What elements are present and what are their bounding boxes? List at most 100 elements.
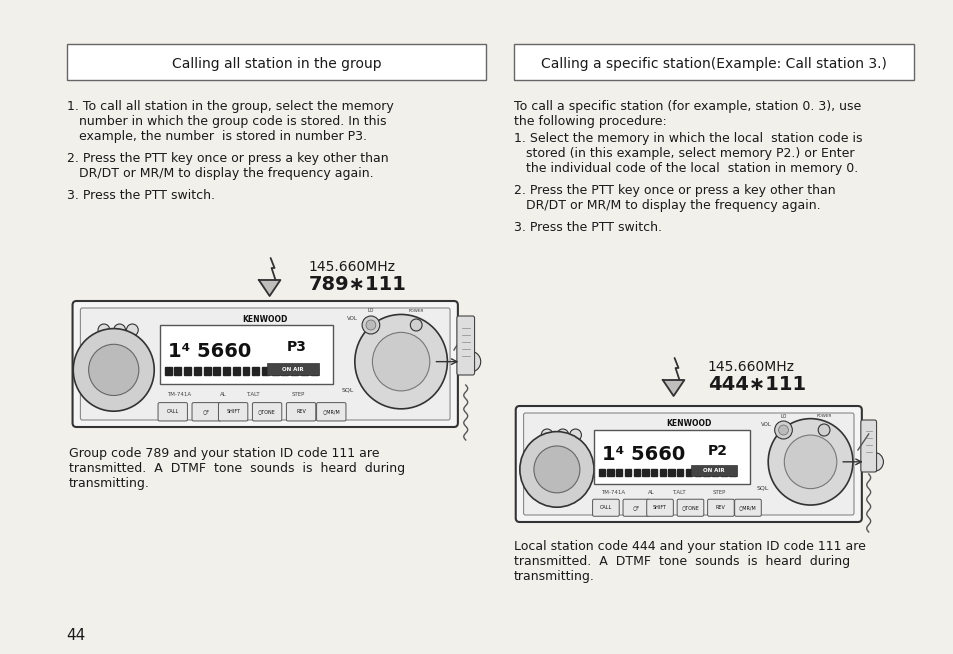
Text: 44: 44 [67,627,86,642]
Text: 3. Press the PTT switch.: 3. Press the PTT switch. [514,221,661,234]
Bar [514,44,913,80]
Text: Local station code 444 and your station ID code 111 are: Local station code 444 and your station … [514,540,864,553]
Text: 145.660MHz: 145.660MHz [707,360,794,374]
Text: 444∗111: 444∗111 [707,375,805,394]
Text: SQL: SQL [342,387,355,392]
Circle shape [557,429,568,441]
FancyBboxPatch shape [80,308,450,420]
Text: transmitting.: transmitting. [514,570,594,583]
Text: To call a specific station (for example, station 0. 3), use: To call a specific station (for example,… [514,100,861,113]
Polygon shape [272,368,278,375]
Text: LO: LO [367,309,374,313]
FancyBboxPatch shape [158,403,187,421]
Polygon shape [685,469,691,476]
FancyBboxPatch shape [192,403,221,421]
FancyBboxPatch shape [734,499,760,516]
FancyBboxPatch shape [592,499,618,516]
Text: VOL: VOL [760,421,771,426]
Text: P3: P3 [286,341,306,354]
Bar [159,325,333,384]
Text: Calling a specific station(Example: Call station 3.): Calling a specific station(Example: Call… [540,57,885,71]
Text: ○MR/M: ○MR/M [322,409,340,414]
FancyBboxPatch shape [646,499,673,516]
Bar [67,44,486,80]
FancyBboxPatch shape [72,301,457,427]
Text: transmitting.: transmitting. [69,477,150,490]
Text: ON AIR: ON AIR [702,468,724,473]
Text: REV: REV [716,506,725,510]
Text: DR/DT or MR/M to display the frequency again.: DR/DT or MR/M to display the frequency a… [67,167,373,180]
FancyBboxPatch shape [860,420,876,472]
Text: POWER: POWER [816,414,831,418]
Polygon shape [677,469,682,476]
Polygon shape [694,469,700,476]
Circle shape [127,324,138,336]
Polygon shape [650,469,657,476]
Text: T.ALT: T.ALT [671,490,685,494]
Text: SHIFT: SHIFT [226,409,240,414]
FancyBboxPatch shape [622,499,649,516]
FancyBboxPatch shape [286,403,315,421]
Polygon shape [702,469,709,476]
Polygon shape [300,368,308,375]
Circle shape [534,446,579,493]
Text: LO: LO [780,413,786,419]
Polygon shape [281,368,288,375]
Text: 1⁴ 5660: 1⁴ 5660 [601,445,684,464]
Text: AL: AL [220,392,227,397]
Polygon shape [598,469,604,476]
Text: T.ALT: T.ALT [246,392,260,397]
Polygon shape [213,368,220,375]
Polygon shape [223,368,230,375]
Polygon shape [641,469,648,476]
Text: ON AIR: ON AIR [282,367,304,371]
Text: TM-741A: TM-741A [600,490,624,494]
Text: 2. Press the PTT key once or press a key other than: 2. Press the PTT key once or press a key… [514,184,835,197]
FancyBboxPatch shape [707,499,734,516]
Polygon shape [242,368,249,375]
FancyBboxPatch shape [677,499,703,516]
Polygon shape [291,368,297,375]
Polygon shape [607,469,613,476]
Text: ○TONE: ○TONE [258,409,275,414]
FancyBboxPatch shape [218,403,248,421]
Circle shape [460,351,480,372]
Text: Calling all station in the group: Calling all station in the group [172,57,381,71]
Circle shape [372,332,430,391]
Circle shape [355,315,447,409]
Text: the individual code of the local  station in memory 0.: the individual code of the local station… [514,162,857,175]
Polygon shape [174,368,181,375]
Circle shape [569,429,580,441]
FancyBboxPatch shape [516,406,861,522]
Polygon shape [711,469,718,476]
Text: Group code 789 and your station ID code 111 are: Group code 789 and your station ID code … [69,447,378,460]
Circle shape [519,432,594,508]
Text: 3. Press the PTT switch.: 3. Press the PTT switch. [67,189,214,202]
Text: CALL: CALL [599,506,612,510]
Circle shape [767,419,852,505]
Text: SHIFT: SHIFT [653,506,666,510]
Text: transmitted.  A  DTMF  tone  sounds  is  heard  during: transmitted. A DTMF tone sounds is heard… [514,555,849,568]
Circle shape [366,320,375,330]
Text: transmitted.  A  DTMF  tone  sounds  is  heard  during: transmitted. A DTMF tone sounds is heard… [69,462,404,475]
Bar [594,430,749,484]
Text: stored (in this example, select memory P2.) or Enter: stored (in this example, select memory P… [514,147,853,160]
Circle shape [98,324,110,336]
Circle shape [73,328,154,411]
Polygon shape [165,368,172,375]
Text: 145.660MHz: 145.660MHz [309,260,395,274]
FancyBboxPatch shape [253,403,281,421]
Polygon shape [193,368,201,375]
Text: 1⁴ 5660: 1⁴ 5660 [168,342,252,361]
Text: CALL: CALL [167,409,178,414]
Text: REV: REV [295,409,306,414]
Text: STEP: STEP [292,392,305,397]
Text: 2. Press the PTT key once or press a key other than: 2. Press the PTT key once or press a key… [67,152,388,165]
Polygon shape [659,469,665,476]
Text: TM-741A: TM-741A [167,392,191,397]
Polygon shape [233,368,239,375]
Polygon shape [203,368,211,375]
Text: the following procedure:: the following procedure: [514,115,666,128]
Polygon shape [311,368,317,375]
Polygon shape [729,469,735,476]
